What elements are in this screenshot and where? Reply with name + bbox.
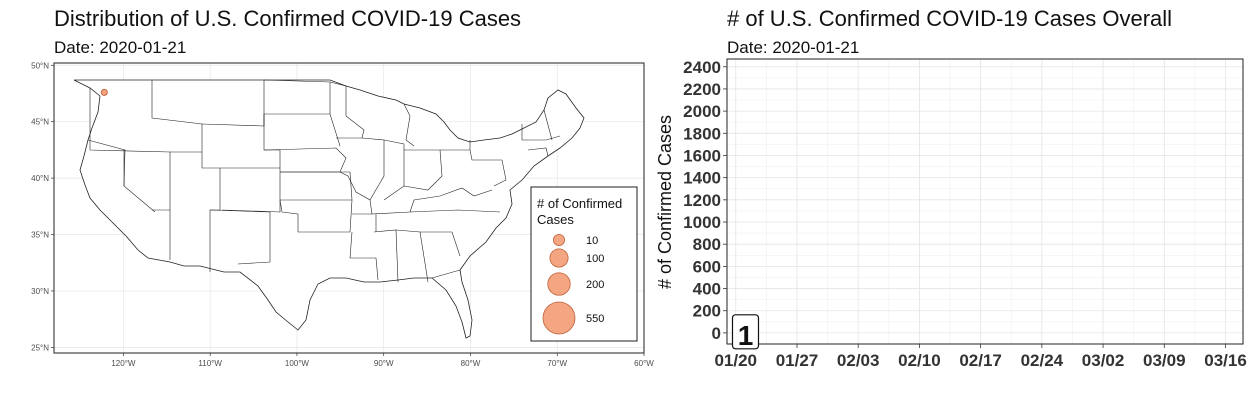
line-y-tick-label: 1200 xyxy=(683,191,721,210)
line-x-tick-label: 02/17 xyxy=(959,351,1002,370)
map-title: Distribution of U.S. Confirmed COVID-19 … xyxy=(54,6,521,31)
line-y-tick-label: 200 xyxy=(693,302,721,321)
map-y-tick-label: 45°N xyxy=(31,118,49,127)
legend-size-key xyxy=(542,301,576,335)
line-y-tick-label: 1600 xyxy=(683,146,721,165)
map-x-tick-label: 100°W xyxy=(285,359,310,368)
us-outline xyxy=(73,79,585,339)
line-x-tick-label: 02/03 xyxy=(837,351,880,370)
line-y-tick-label: 2400 xyxy=(683,58,721,77)
line-title: # of U.S. Confirmed COVID-19 Cases Overa… xyxy=(727,6,1172,31)
map-y-tick-label: 30°N xyxy=(31,287,49,296)
legend-size-key xyxy=(547,272,571,296)
line-y-tick-label: 600 xyxy=(693,257,721,276)
line-x-tick-label: 03/02 xyxy=(1082,351,1125,370)
line-y-tick-label: 0 xyxy=(712,324,721,343)
legend-size-key xyxy=(549,248,569,268)
legend-size-label: 550 xyxy=(586,313,604,325)
map-subtitle: Date: 2020-01-21 xyxy=(54,38,186,57)
map-case-point xyxy=(100,88,108,96)
count-label: 1 xyxy=(738,320,754,351)
line-y-ticks: 0 200 400 600 800 1000 1200 1400 1600 1800 2000 220… xyxy=(683,58,727,343)
legend-title-line-2: Cases xyxy=(537,212,574,227)
state-borders xyxy=(87,79,561,283)
map-y-tick-label: 50°N xyxy=(31,61,49,70)
line-y-tick-label: 800 xyxy=(693,235,721,254)
line-y-tick-label: 1800 xyxy=(683,124,721,143)
map-legend: # of Confirmed Cases 10 100 200 550 xyxy=(530,186,638,342)
legend-title-line-1: # of Confirmed xyxy=(537,196,622,211)
line-x-tick-label: 01/20 xyxy=(714,351,757,370)
line-marks: 1 xyxy=(731,314,760,351)
line-y-tick-label: 400 xyxy=(693,280,721,299)
map-y-tick-label: 25°N xyxy=(31,343,49,352)
map-y-tick-label: 35°N xyxy=(31,231,49,240)
map-panel: Distribution of U.S. Confirmed COVID-19 … xyxy=(31,6,654,368)
line-x-tick-label: 03/16 xyxy=(1204,351,1247,370)
map-x-tick-label: 70°W xyxy=(547,359,567,368)
line-x-tick-label: 03/09 xyxy=(1143,351,1186,370)
legend-size-key xyxy=(552,233,566,247)
line-frame xyxy=(726,58,1244,345)
legend-size-label: 100 xyxy=(586,253,604,265)
line-x-tick-label: 01/27 xyxy=(776,351,819,370)
line-x-tick-label: 02/10 xyxy=(898,351,941,370)
map-x-tick-label: 90°W xyxy=(374,359,394,368)
map-y-tick-label: 40°N xyxy=(31,174,49,183)
line-y-tick-label: 1400 xyxy=(683,169,721,188)
map-points xyxy=(100,88,108,96)
line-y-axis-label: # of Confirmed Cases xyxy=(655,115,675,289)
count-label-box xyxy=(731,314,760,350)
line-y-tick-label: 1000 xyxy=(683,213,721,232)
line-x-tick-label: 02/24 xyxy=(1021,351,1064,370)
legend-size-label: 10 xyxy=(586,235,598,247)
map-y-ticks: 50°N 45°N 40°N 35°N 30°N 25°N xyxy=(31,61,54,352)
line-y-tick-label: 2200 xyxy=(683,80,721,99)
map-x-tick-label: 120°W xyxy=(111,359,136,368)
line-subtitle: Date: 2020-01-21 xyxy=(727,38,859,57)
map-frame xyxy=(53,62,645,354)
legend-size-label: 200 xyxy=(586,279,604,291)
line-panel: # of U.S. Confirmed COVID-19 Cases Overa… xyxy=(655,6,1247,370)
line-y-tick-label: 2000 xyxy=(683,102,721,121)
us-state-outlines xyxy=(73,79,585,339)
map-x-tick-label: 60°W xyxy=(634,359,654,368)
map-x-tick-label: 110°W xyxy=(198,359,222,368)
line-grid xyxy=(727,59,1243,344)
line-x-ticks: 01/20 01/27 02/03 02/10 02/17 02/24 03/02 03/09… xyxy=(714,344,1247,370)
legend-entries: 10 100 200 550 xyxy=(542,233,604,335)
map-x-tick-label: 80°W xyxy=(461,359,481,368)
map-x-ticks: 120°W 110°W 100°W 90°W 80°W 70°W 60°W xyxy=(111,353,654,368)
